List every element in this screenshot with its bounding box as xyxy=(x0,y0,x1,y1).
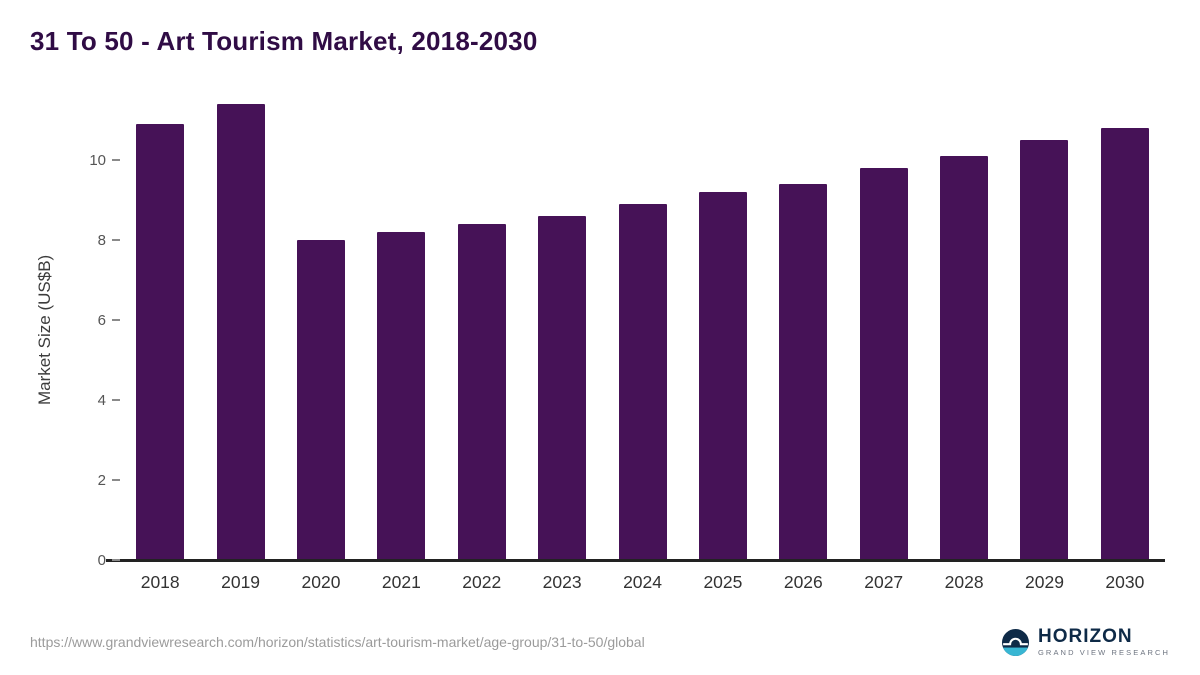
plot-area: 0 2 4 6 8 10 xyxy=(89,100,1165,569)
y-tick-mark xyxy=(112,319,120,321)
x-tick-2024: 2024 xyxy=(623,572,662,592)
y-tick-6: 6 xyxy=(76,311,120,329)
bar-slot xyxy=(1004,140,1084,560)
bar-slot xyxy=(200,104,280,560)
x-axis-line xyxy=(106,558,1165,562)
bar-2023 xyxy=(538,216,587,560)
x-tick-2023: 2023 xyxy=(542,572,582,592)
x-tick-2022: 2022 xyxy=(462,572,502,592)
y-tick-0: 0 xyxy=(76,551,120,569)
y-axis-label: Market Size (US$B) xyxy=(35,254,54,406)
x-tick-2028: 2028 xyxy=(944,572,984,592)
y-tick-label: 2 xyxy=(97,471,106,489)
horizon-logo-icon xyxy=(1002,628,1029,656)
logo-text: HORIZON GRAND VIEW RESEARCH xyxy=(1038,627,1170,657)
bar-2021 xyxy=(377,232,426,560)
bar-slot xyxy=(1085,128,1165,560)
x-tick-2029: 2029 xyxy=(1025,572,1064,592)
bar-slot xyxy=(683,192,763,560)
bar-slot xyxy=(763,184,843,560)
y-tick-mark xyxy=(112,559,120,561)
plot-column: 0 2 4 6 8 10 2018 2019 2020 2021 2022 2023 2024 2025… xyxy=(60,100,1165,593)
y-tick-label: 4 xyxy=(97,391,106,409)
bar-slot xyxy=(844,168,924,560)
y-tick-label: 0 xyxy=(97,551,106,569)
y-tick-10: 10 xyxy=(76,151,120,169)
bar-2029 xyxy=(1020,140,1069,560)
y-tick-2: 2 xyxy=(76,471,120,489)
horizon-logo: HORIZON GRAND VIEW RESEARCH xyxy=(1002,627,1170,657)
bar-slot xyxy=(361,232,441,560)
bar-chart: Market Size (US$B) 0 2 4 6 8 10 2018 2019 2020 2… xyxy=(30,100,1165,593)
bar-2027 xyxy=(859,168,908,560)
bar-slot xyxy=(924,156,1004,560)
chart-title: 31 To 50 - Art Tourism Market, 2018-2030 xyxy=(30,26,538,56)
y-tick-label: 8 xyxy=(97,231,106,249)
bar-slot xyxy=(522,216,602,560)
bar-2022 xyxy=(457,224,506,560)
bar-2026 xyxy=(779,184,828,560)
bar-slot xyxy=(442,224,522,560)
bar-2030 xyxy=(1100,128,1149,560)
footer: https://www.grandviewresearch.com/horizo… xyxy=(30,627,1170,657)
y-tick-mark xyxy=(112,399,120,401)
y-tick-mark xyxy=(112,479,120,481)
bar-slot xyxy=(281,240,361,560)
y-tick-mark xyxy=(112,159,120,161)
logo-name: HORIZON xyxy=(1038,626,1133,648)
bar-2020 xyxy=(296,240,345,560)
x-tick-2026: 2026 xyxy=(783,572,823,592)
bar-2018 xyxy=(136,124,185,560)
x-tick-2027: 2027 xyxy=(864,572,904,592)
bars-container xyxy=(120,100,1165,560)
bar-2019 xyxy=(216,104,265,560)
bar-2024 xyxy=(618,204,667,560)
y-tick-label: 6 xyxy=(97,311,106,329)
x-tick-2020: 2020 xyxy=(301,572,341,592)
source-url: https://www.grandviewresearch.com/horizo… xyxy=(30,634,645,651)
x-tick-2025: 2025 xyxy=(703,572,743,592)
y-tick-4: 4 xyxy=(76,391,120,409)
x-axis-labels: 2018 2019 2020 2021 2022 2023 2024 2025 2026 2027… xyxy=(120,572,1165,593)
y-tick-8: 8 xyxy=(76,231,120,249)
bar-slot xyxy=(602,204,682,560)
bar-slot xyxy=(120,124,200,560)
bar-2025 xyxy=(698,192,747,560)
y-tick-mark xyxy=(112,239,120,241)
x-tick-2018: 2018 xyxy=(140,572,180,592)
x-tick-2021: 2021 xyxy=(381,572,421,592)
y-tick-label: 10 xyxy=(89,151,106,169)
bar-2028 xyxy=(940,156,989,560)
x-tick-2030: 2030 xyxy=(1105,572,1145,592)
x-tick-2019: 2019 xyxy=(221,572,261,592)
logo-subtitle: GRAND VIEW RESEARCH xyxy=(1038,648,1170,658)
